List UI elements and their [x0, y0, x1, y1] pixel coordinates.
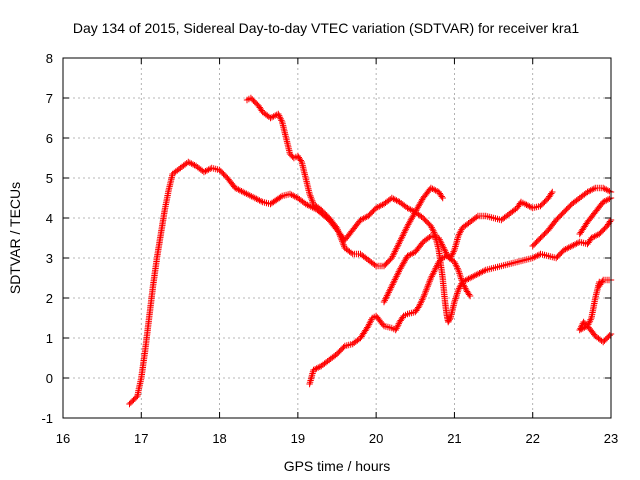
series-s3	[306, 252, 474, 388]
y-tick-label: 5	[46, 171, 53, 186]
x-tick-label: 23	[604, 431, 618, 446]
y-tick-label: 8	[46, 51, 53, 66]
series-marks-s1	[126, 158, 615, 408]
x-tick-label: 17	[134, 431, 148, 446]
series-marks-s3	[306, 252, 474, 388]
x-tick-label: 16	[56, 431, 70, 446]
series-s5	[529, 184, 615, 250]
grid-layer	[63, 58, 611, 418]
series-marks-s2	[243, 94, 446, 270]
y-tick-label: 2	[46, 291, 53, 306]
x-tick-label: 20	[369, 431, 383, 446]
chart-title: Day 134 of 2015, Sidereal Day-to-day VTE…	[73, 20, 579, 36]
y-tick-label: 3	[46, 251, 53, 266]
x-axis-label: GPS time / hours	[284, 458, 391, 474]
x-tick-label: 19	[291, 431, 305, 446]
series-s2	[243, 94, 446, 270]
series-marks-s4	[380, 188, 556, 306]
series-marks-s5	[529, 184, 615, 250]
y-tick-label: -1	[41, 411, 53, 426]
x-tick-labels: 16 17 18 19 20 21 22 23	[56, 431, 618, 446]
series-marks-s8	[576, 194, 615, 238]
series-s4	[380, 188, 556, 306]
y-axis-label: SDTVAR / TECUs	[7, 182, 23, 294]
y-tick-label: 6	[46, 131, 53, 146]
y-tick-label: 7	[46, 91, 53, 106]
x-tick-label: 21	[447, 431, 461, 446]
x-tick-label: 18	[212, 431, 226, 446]
x-tick-label: 22	[525, 431, 539, 446]
y-tick-label: 4	[46, 211, 53, 226]
y-tick-label: 1	[46, 331, 53, 346]
y-tick-labels: -1 0 1 2 3 4 5 6 7 8	[41, 51, 53, 426]
series-layer	[126, 94, 615, 408]
series-s1	[126, 158, 615, 408]
series-s8	[576, 194, 615, 238]
plot-frame	[62, 57, 612, 419]
y-tick-label: 0	[46, 371, 53, 386]
